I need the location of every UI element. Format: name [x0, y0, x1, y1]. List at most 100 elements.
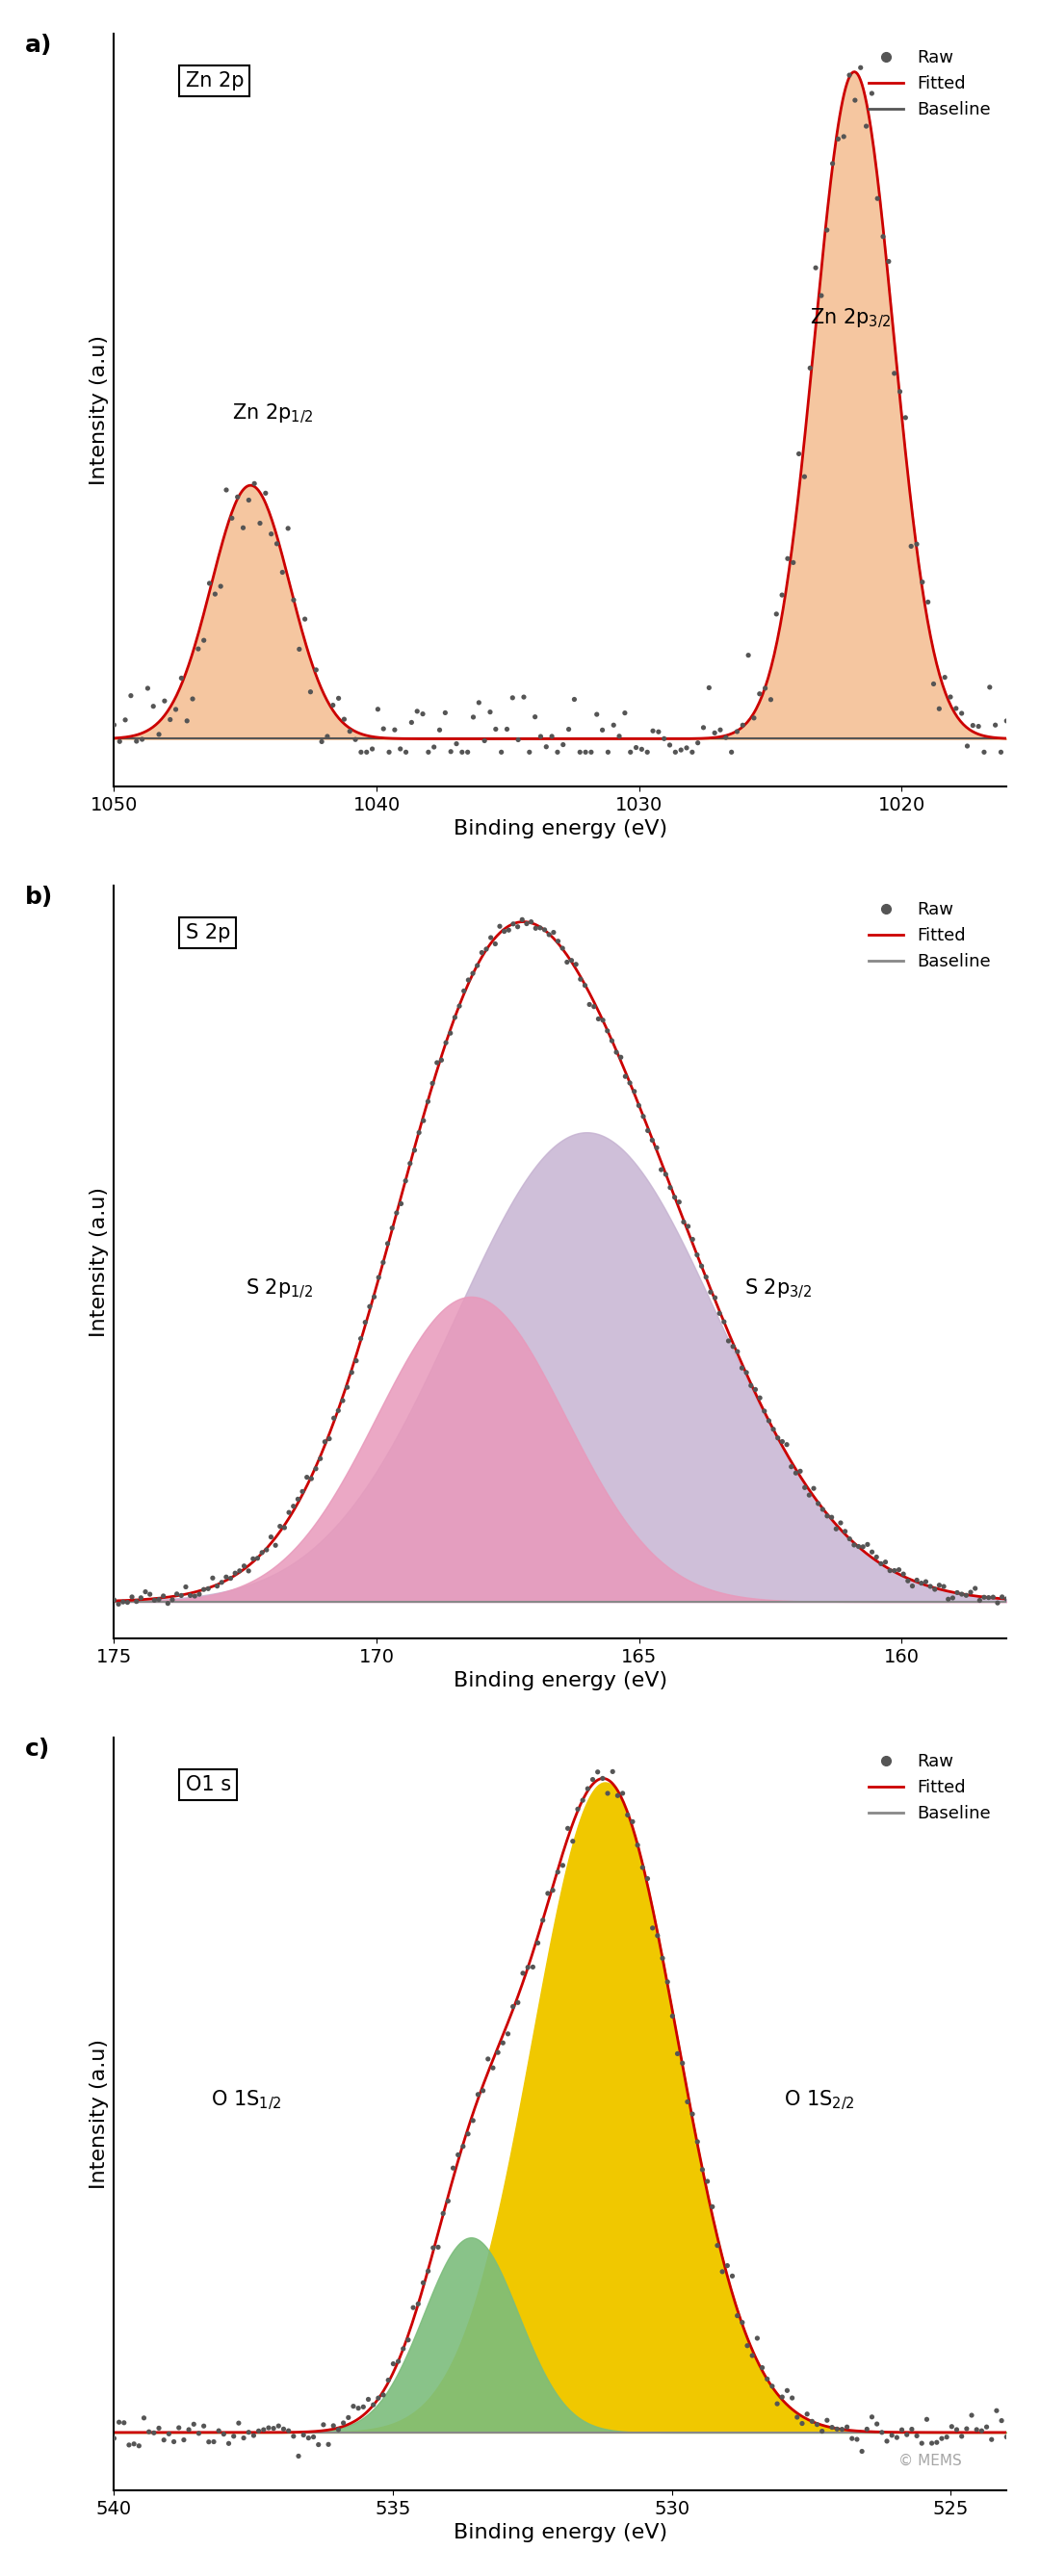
Point [877, 1540, 893, 1582]
Point [321, 1419, 338, 1461]
Point [574, 1780, 591, 1821]
Point [855, 1525, 872, 1566]
Point [785, 541, 802, 582]
Point [201, 562, 217, 603]
Point [879, 2421, 895, 2463]
Point [918, 2398, 935, 2439]
Point [110, 1584, 127, 1625]
Point [783, 1445, 800, 1486]
Point [994, 1577, 1011, 1618]
Point [579, 1767, 596, 1808]
X-axis label: Binding energy (eV): Binding energy (eV) [453, 1672, 668, 1690]
Point [460, 2112, 476, 2154]
Point [186, 1577, 203, 1618]
Point [656, 719, 673, 760]
Point [832, 1502, 849, 1543]
Point [769, 592, 785, 634]
Point [240, 1551, 257, 1592]
Point [787, 1453, 804, 1494]
Point [544, 716, 561, 757]
Point [433, 1041, 449, 1082]
Point [982, 667, 998, 708]
Point [380, 2360, 396, 2401]
Point [824, 1497, 840, 1538]
Point [802, 348, 818, 389]
Point [751, 672, 768, 714]
Point [236, 1546, 253, 1587]
Point [667, 1177, 683, 1218]
Point [151, 714, 167, 755]
Point [335, 2403, 352, 2445]
Point [998, 701, 1015, 742]
Point [106, 2419, 123, 2460]
Point [810, 1484, 827, 1525]
Point [694, 2148, 710, 2190]
Point [948, 2409, 965, 2450]
Point [818, 1494, 835, 1535]
Point [674, 2043, 691, 2084]
Point [191, 1574, 208, 1615]
Point [231, 1551, 248, 1592]
Point [524, 1947, 541, 1989]
Point [115, 2403, 132, 2445]
Point [361, 1285, 378, 1327]
Point [380, 1224, 396, 1265]
Point [171, 2406, 187, 2447]
Point [599, 1010, 616, 1051]
Point [756, 1391, 773, 1432]
Point [582, 732, 599, 773]
Point [270, 2406, 287, 2447]
Point [184, 677, 201, 719]
Point [424, 2228, 441, 2269]
Point [968, 2409, 985, 2450]
Point [590, 1752, 606, 1793]
Text: Zn 2p: Zn 2p [185, 72, 243, 90]
Point [814, 1489, 831, 1530]
Point [470, 683, 487, 724]
Point [818, 209, 835, 250]
Point [296, 598, 313, 639]
Point [790, 433, 807, 474]
Point [898, 397, 914, 438]
Point [746, 698, 762, 739]
Point [954, 2416, 970, 2458]
Point [453, 732, 470, 773]
Point [863, 72, 880, 113]
Point [196, 2406, 212, 2447]
Point [499, 2014, 516, 2056]
Text: c): c) [25, 1736, 50, 1759]
Point [659, 1960, 676, 2002]
Point [504, 677, 521, 719]
Point [936, 657, 953, 698]
Point [654, 1937, 671, 1978]
Point [308, 649, 324, 690]
Point [312, 1437, 329, 1479]
Point [733, 1347, 750, 1388]
Point [958, 1574, 974, 1615]
Point [853, 46, 869, 88]
Point [886, 1551, 903, 1592]
Point [409, 690, 425, 732]
Point [680, 1206, 697, 1247]
Point [404, 701, 420, 742]
Point [437, 693, 453, 734]
Point [410, 2282, 426, 2324]
Point [298, 1455, 315, 1497]
Point [914, 562, 931, 603]
Point [813, 2411, 830, 2452]
Point [196, 1569, 212, 1610]
Point [210, 2411, 227, 2452]
Point [931, 1564, 947, 1605]
Point [595, 999, 612, 1041]
Point [734, 706, 751, 747]
Point [944, 1577, 961, 1618]
Point [231, 2403, 248, 2445]
Point [644, 1906, 660, 1947]
Point [303, 1458, 319, 1499]
Point [744, 2334, 760, 2375]
Point [465, 2099, 482, 2141]
Point [813, 276, 830, 317]
Point [114, 1582, 131, 1623]
Point [729, 711, 746, 752]
Point [315, 2403, 332, 2445]
